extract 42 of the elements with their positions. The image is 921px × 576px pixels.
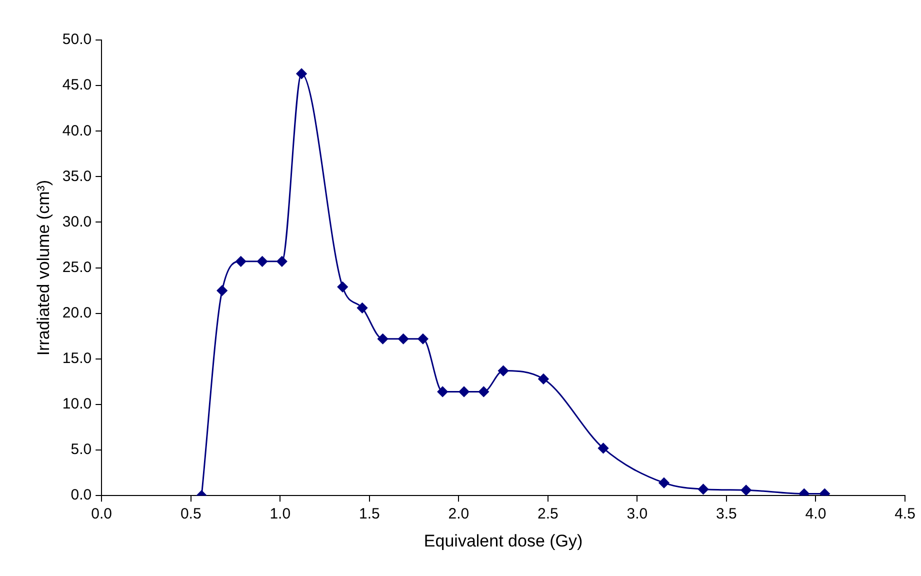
point [498,366,509,376]
y-tick-label: 30.0 [62,213,92,230]
point [478,386,489,397]
x-tick-label: 1.5 [358,506,380,523]
y-tick-label: 15.0 [62,350,92,368]
y-tick-label: 0.0 [70,486,92,504]
y-tick-label: 5.0 [70,441,92,458]
point [398,334,409,344]
point [216,285,228,296]
x-tick-label: 2.0 [448,506,470,523]
x-tick-label: 3.0 [626,506,648,523]
x-tick-label: 3.5 [716,506,737,523]
point [740,484,752,496]
x-tick-label: 4.0 [805,506,826,523]
x-tick-label: 4.5 [894,506,916,523]
point [378,334,388,344]
y-tick-label: 10.0 [62,396,92,413]
point [236,256,246,267]
y-tick-label: 45.0 [62,76,92,94]
y-tick-label: 35.0 [62,168,92,185]
point [296,68,307,79]
point [337,282,348,292]
y-tick-label: 50.0 [62,31,92,48]
point [658,478,670,488]
point [418,334,428,344]
y-axis-title: Irradiated volume (cm³) [34,180,53,356]
point [257,256,268,267]
x-tick-label: 0.0 [91,506,112,523]
x-tick-label: 0.5 [180,506,202,523]
y-tick-label: 20.0 [62,304,92,322]
x-axis-title: Equivalent dose (Gy) [424,531,583,550]
point [458,386,470,397]
point [598,442,609,454]
point [357,302,368,314]
y-tick-label: 40.0 [62,122,92,140]
point [698,484,709,494]
point [276,256,288,267]
point [538,374,549,384]
x-tick-label: 1.0 [270,506,291,523]
point [437,386,448,397]
y-tick-label: 25.0 [62,258,92,276]
x-tick-label: 2.5 [538,506,558,523]
